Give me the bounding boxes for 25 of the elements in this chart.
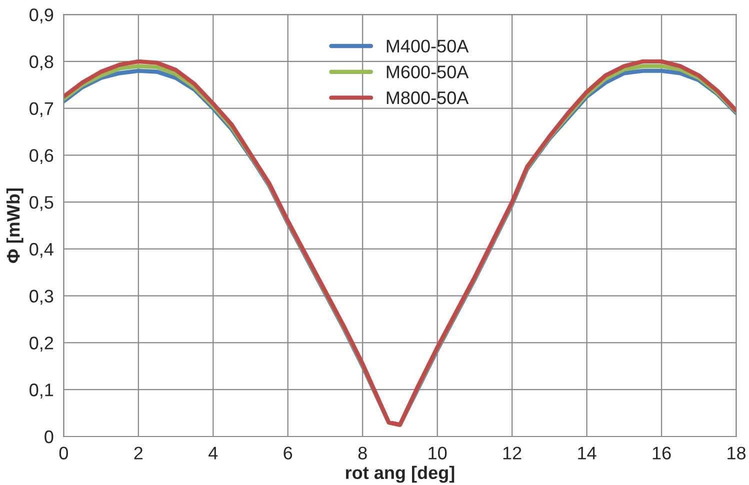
- x-tick-label: 8: [358, 446, 367, 460]
- legend-label: M600-50A: [386, 66, 469, 78]
- y-tick-label: 0,4: [30, 242, 54, 258]
- x-tick-label: 14: [578, 446, 596, 460]
- y-tick-label: 0: [44, 430, 54, 444]
- x-tick-label: 18: [728, 446, 746, 460]
- y-axis-title: Φ [mWb]: [6, 188, 24, 263]
- y-tick-label: 0,5: [30, 196, 54, 211]
- legend-label: M400-50A: [386, 40, 469, 52]
- x-tick-label: 10: [428, 446, 447, 460]
- y-tick-label: 0,2: [30, 336, 54, 352]
- y-tick-label: 0,7: [30, 102, 54, 118]
- x-axis-title: rot ang [deg]: [346, 466, 454, 483]
- x-tick-label: 4: [208, 446, 218, 460]
- x-tick-label: 16: [652, 446, 671, 460]
- y-tick-label: 0,3: [30, 290, 54, 305]
- x-tick-label: 2: [134, 446, 143, 460]
- x-tick-label: 6: [284, 446, 292, 460]
- y-tick-label: 0,8: [30, 55, 54, 70]
- y-tick-label: 0,6: [30, 149, 54, 164]
- x-tick-label: 0: [59, 446, 68, 460]
- legend-label: M800-50A: [386, 91, 469, 104]
- y-tick-label: 0,9: [30, 8, 54, 24]
- x-tick-label: 12: [503, 446, 522, 460]
- y-tick-label: 0,1: [30, 384, 54, 398]
